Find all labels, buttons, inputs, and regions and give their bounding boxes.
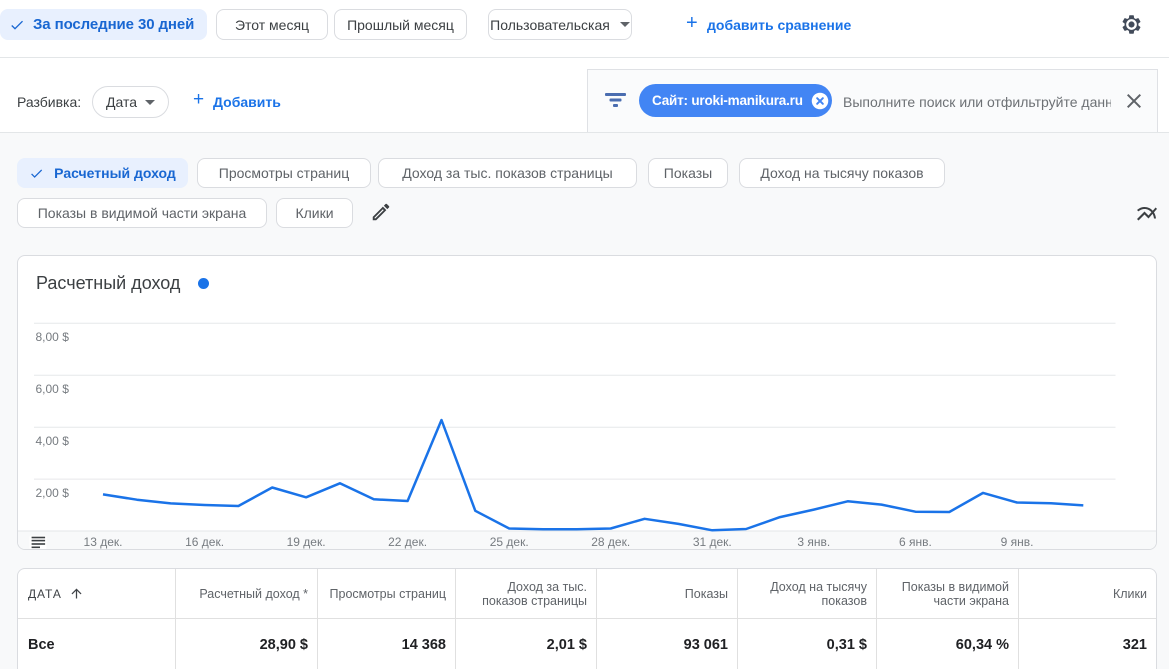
svg-text:4,00 $: 4,00 $ xyxy=(36,434,70,448)
svg-text:9 янв.: 9 янв. xyxy=(1001,535,1034,549)
svg-text:16 дек.: 16 дек. xyxy=(185,535,224,549)
svg-text:6 янв.: 6 янв. xyxy=(899,535,932,549)
svg-text:8,00 $: 8,00 $ xyxy=(36,330,70,344)
svg-text:6,00 $: 6,00 $ xyxy=(36,382,70,396)
svg-text:2,00 $: 2,00 $ xyxy=(36,486,70,500)
svg-text:22 дек.: 22 дек. xyxy=(388,535,427,549)
svg-text:28 дек.: 28 дек. xyxy=(591,535,630,549)
svg-text:25 дек.: 25 дек. xyxy=(490,535,529,549)
svg-text:31 дек.: 31 дек. xyxy=(693,535,732,549)
svg-text:3 янв.: 3 янв. xyxy=(797,535,830,549)
svg-text:19 дек.: 19 дек. xyxy=(287,535,326,549)
svg-text:13 дек.: 13 дек. xyxy=(84,535,123,549)
